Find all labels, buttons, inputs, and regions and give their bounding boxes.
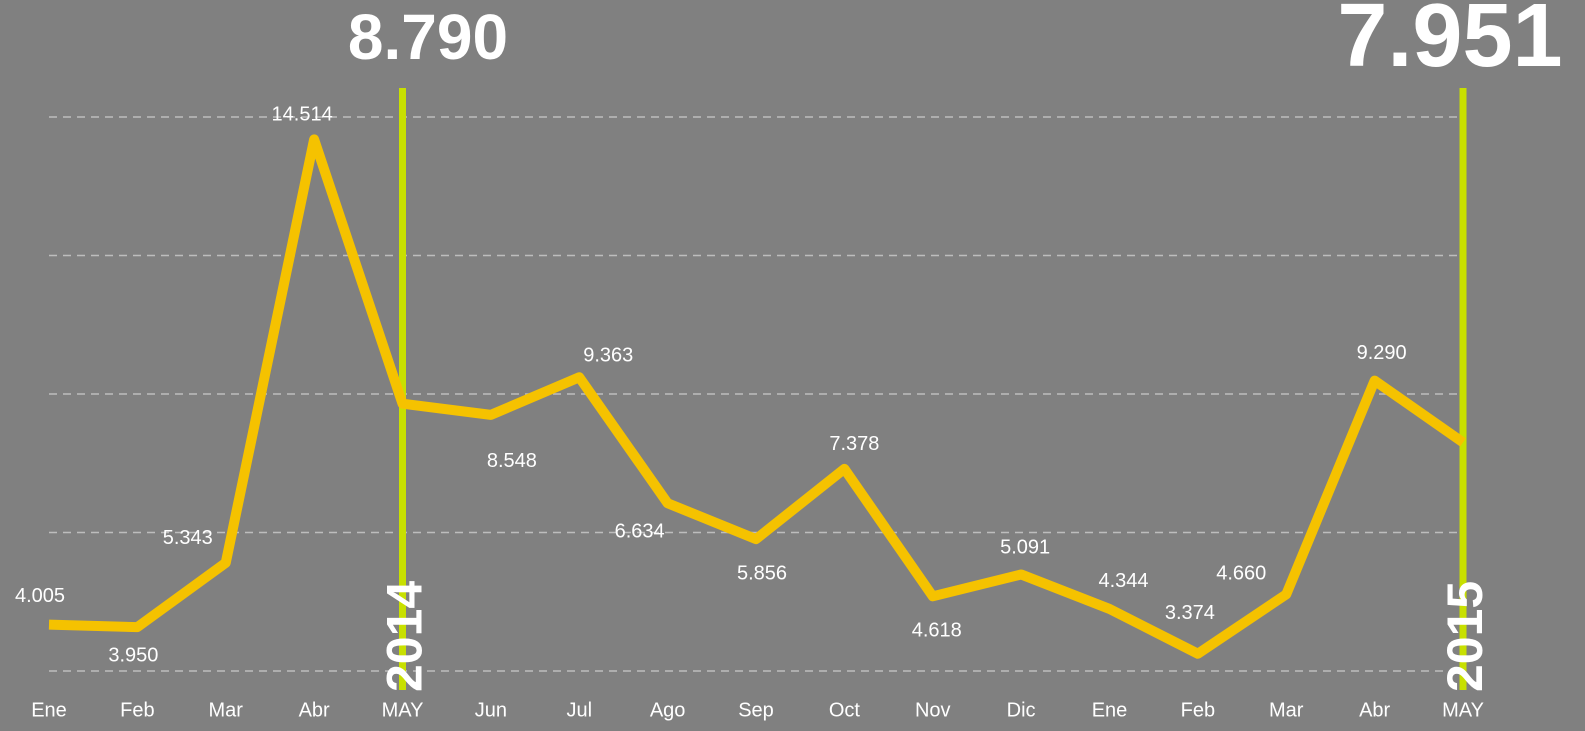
x-tick-label: Abr	[299, 699, 330, 721]
x-tick-label: MAY	[382, 699, 424, 721]
data-label: 7.378	[829, 433, 879, 455]
x-tick-label: Sep	[738, 699, 774, 721]
x-tick-label: Nov	[915, 699, 951, 721]
year-label: 2015	[1437, 581, 1493, 692]
x-tick-label: Dic	[1007, 699, 1036, 721]
highlight-value: 7.951	[1337, 0, 1562, 86]
data-label: 3.950	[108, 644, 158, 666]
year-label: 2014	[377, 581, 433, 692]
data-label: 8.548	[487, 450, 537, 472]
data-label: 5.091	[1000, 537, 1050, 559]
x-tick-label: Ene	[31, 699, 67, 721]
x-tick-label: MAY	[1442, 699, 1484, 721]
x-tick-label: Ene	[1092, 699, 1128, 721]
x-tick-label: Oct	[829, 699, 861, 721]
data-label: 3.374	[1165, 602, 1215, 624]
x-tick-label: Ago	[650, 699, 686, 721]
x-tick-label: Abr	[1359, 699, 1390, 721]
x-tick-label: Jul	[566, 699, 592, 721]
data-label: 5.343	[163, 527, 213, 549]
x-tick-label: Feb	[1181, 699, 1215, 721]
data-label: 6.634	[615, 521, 665, 543]
x-tick-label: Feb	[120, 699, 154, 721]
data-label: 4.005	[15, 585, 65, 607]
highlight-value: 8.790	[348, 1, 508, 73]
data-label: 9.363	[583, 345, 633, 367]
data-label: 4.618	[912, 620, 962, 642]
data-label: 4.344	[1098, 570, 1148, 592]
x-tick-label: Mar	[1269, 699, 1304, 721]
data-label: 5.856	[737, 562, 787, 584]
x-tick-label: Mar	[209, 699, 244, 721]
data-label: 9.290	[1357, 342, 1407, 364]
line	[48, 134, 1466, 659]
data-label: 4.660	[1216, 563, 1266, 585]
x-tick-label: Jun	[475, 699, 507, 721]
data-label: 14.514	[272, 104, 333, 126]
